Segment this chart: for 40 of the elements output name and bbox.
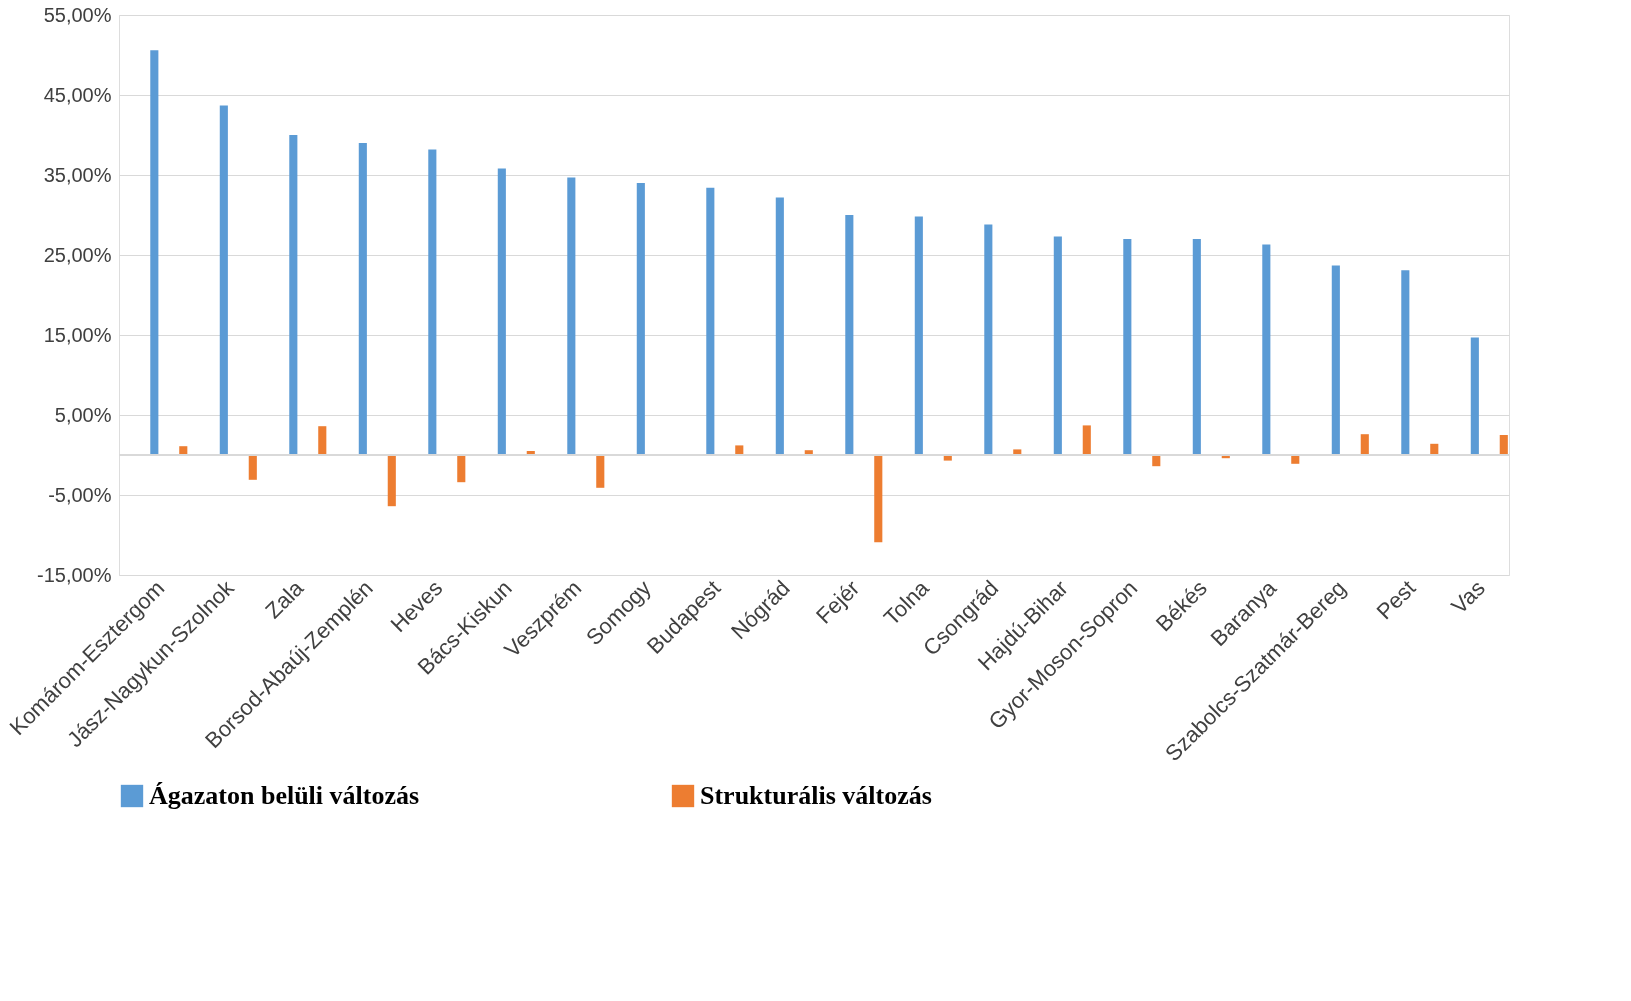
- bar: [596, 455, 605, 488]
- y-tick-label: 45,00%: [43, 83, 112, 106]
- y-tick-label: -5,00%: [48, 483, 112, 506]
- bar: [1360, 434, 1369, 455]
- y-tick-label: 35,00%: [43, 163, 112, 186]
- bar: [318, 426, 327, 455]
- bar: [636, 183, 645, 455]
- bar: [1053, 236, 1062, 455]
- bar: [1123, 239, 1132, 455]
- bar: [1499, 435, 1508, 455]
- bar: [1331, 265, 1340, 455]
- legend-label: Ágazaton belüli változás: [149, 781, 420, 810]
- bar: [289, 135, 298, 455]
- bar: [358, 143, 367, 455]
- bar: [1082, 425, 1091, 455]
- y-tick-label: 55,00%: [43, 3, 112, 26]
- bar: [387, 455, 396, 507]
- y-tick-label: 5,00%: [54, 403, 112, 426]
- bar: [219, 105, 228, 455]
- bar: [497, 168, 506, 455]
- bar: [248, 455, 257, 480]
- bar: [874, 455, 883, 543]
- bar: [914, 216, 923, 455]
- bar: [1470, 337, 1479, 455]
- bar: [457, 455, 466, 483]
- bar: [735, 445, 744, 455]
- bar: [706, 187, 715, 455]
- bar: [1262, 244, 1271, 455]
- y-tick-label: 25,00%: [43, 243, 112, 266]
- x-tick-label: Vas: [1446, 575, 1490, 619]
- bar: [567, 177, 576, 455]
- bar: [428, 149, 437, 455]
- legend-label: Strukturális változás: [700, 781, 932, 810]
- bar: [1192, 239, 1201, 455]
- bar: [775, 197, 784, 455]
- bar: [984, 224, 993, 455]
- y-tick-label: 15,00%: [43, 323, 112, 346]
- bar: [1401, 270, 1410, 455]
- bar: [845, 215, 854, 455]
- bar: [150, 50, 159, 455]
